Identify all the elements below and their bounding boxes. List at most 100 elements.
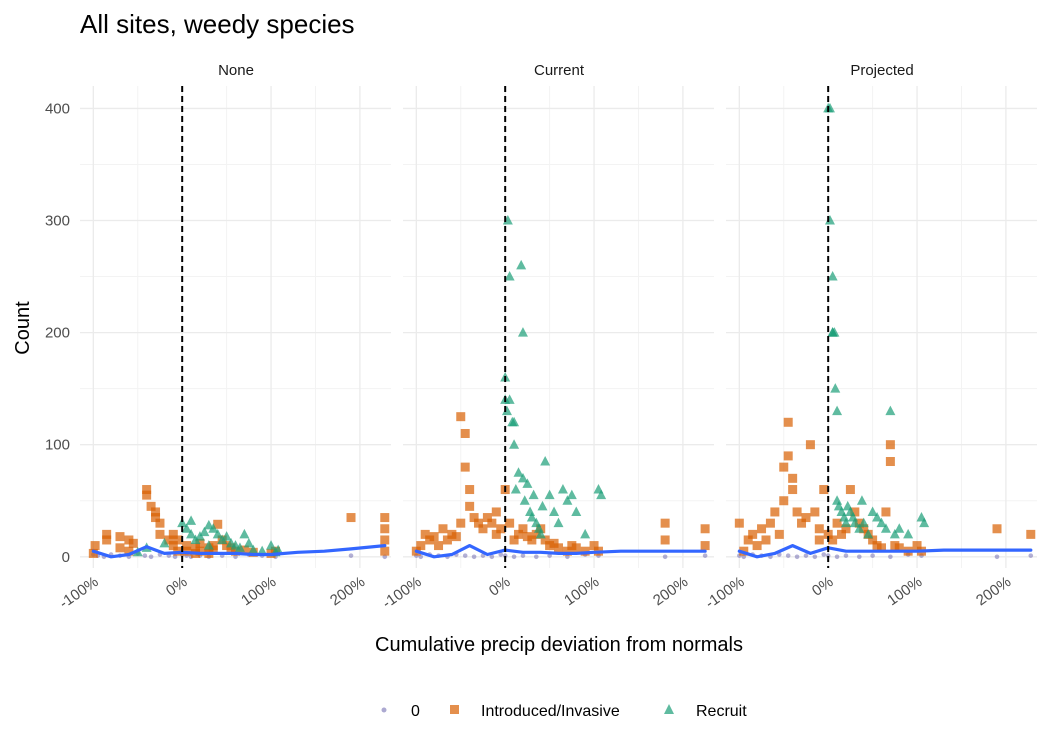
x-tick-label: 0% xyxy=(809,573,837,599)
point-invasive xyxy=(102,529,112,539)
point-invasive xyxy=(810,507,820,517)
point-recruit xyxy=(549,506,560,516)
point-invasive xyxy=(346,513,356,523)
point-invasive xyxy=(469,513,479,523)
point-invasive xyxy=(779,496,789,506)
point-invasive xyxy=(801,513,811,523)
smooth-line xyxy=(91,543,387,559)
point-invasive xyxy=(151,507,161,517)
panel-projected-x-ticks: -100% 0% 100% 200% xyxy=(702,573,1014,612)
legend-recruit-key xyxy=(664,704,674,714)
point-zero xyxy=(533,554,539,560)
point-recruit xyxy=(827,271,838,281)
point-invasive xyxy=(151,513,161,523)
x-tick-label: 0% xyxy=(163,573,191,599)
point-invasive xyxy=(819,485,829,495)
point-invasive xyxy=(380,524,390,534)
point-invasive xyxy=(700,541,710,551)
point-zero xyxy=(794,554,800,560)
point-zero xyxy=(994,554,1000,560)
point-invasive xyxy=(788,473,798,483)
point-invasive xyxy=(491,529,501,539)
point-invasive xyxy=(239,545,249,555)
point-invasive xyxy=(518,524,528,534)
point-recruit xyxy=(519,495,530,505)
point-zero xyxy=(489,554,495,560)
point-recruit xyxy=(234,542,245,552)
legend-invasive-label: Introduced/Invasive xyxy=(481,703,620,720)
point-invasive xyxy=(850,507,860,517)
point-invasive xyxy=(854,518,864,528)
point-zero xyxy=(520,553,526,558)
point-invasive xyxy=(868,535,878,545)
point-zero xyxy=(825,553,831,558)
point-invasive xyxy=(434,541,444,551)
point-invasive xyxy=(788,485,798,495)
point-invasive xyxy=(894,543,904,553)
point-invasive xyxy=(102,535,112,545)
x-tick-label: 100% xyxy=(884,573,925,609)
point-invasive xyxy=(124,546,134,556)
legend: 0 Introduced/Invasive Recruit xyxy=(381,703,747,720)
point-invasive xyxy=(571,543,581,553)
panel-current-strip-label: Current xyxy=(534,62,585,79)
panel-none-x-ticks: -100% 0% 100% 200% xyxy=(56,573,368,612)
x-tick-label: 0% xyxy=(486,573,514,599)
x-tick-label: -100% xyxy=(56,573,101,612)
point-recruit xyxy=(863,528,874,539)
point-zero xyxy=(662,554,668,560)
point-invasive xyxy=(554,543,563,553)
point-invasive xyxy=(155,529,165,539)
point-zero xyxy=(821,552,827,557)
y-axis-ticks: 0 100 200 300 400 xyxy=(45,100,70,565)
point-recruit xyxy=(824,215,835,225)
point-invasive xyxy=(805,440,815,450)
point-invasive xyxy=(885,457,895,467)
point-recruit xyxy=(517,472,528,483)
point-invasive xyxy=(814,524,824,534)
point-invasive xyxy=(380,513,390,523)
point-recruit xyxy=(186,515,197,525)
point-invasive xyxy=(442,535,452,545)
point-invasive xyxy=(580,546,590,556)
x-tick-label: 100% xyxy=(561,573,602,609)
point-zero xyxy=(856,554,862,560)
point-invasive xyxy=(748,529,758,539)
panel-current-points xyxy=(411,215,710,560)
point-invasive xyxy=(797,518,807,528)
point-invasive xyxy=(182,541,192,551)
point-invasive xyxy=(460,462,470,472)
point-invasive xyxy=(451,532,461,542)
panel-projected-grid xyxy=(726,86,1037,568)
point-invasive xyxy=(465,501,475,511)
panel-projected-smooth xyxy=(737,86,1033,568)
point-zero xyxy=(502,553,508,558)
point-recruit xyxy=(509,416,520,427)
point-invasive xyxy=(792,507,802,517)
point-recruit xyxy=(919,517,930,528)
point-zero xyxy=(888,554,893,560)
point-recruit xyxy=(858,517,869,528)
point-invasive xyxy=(380,546,390,556)
x-tick-label: -100% xyxy=(702,573,747,612)
point-invasive xyxy=(783,417,793,427)
point-invasive xyxy=(992,524,1002,534)
point-recruit xyxy=(517,327,528,337)
point-invasive xyxy=(514,529,524,539)
point-zero xyxy=(148,554,154,560)
legend-invasive-key xyxy=(450,705,459,714)
point-invasive xyxy=(142,485,152,495)
point-zero xyxy=(142,553,148,558)
point-invasive xyxy=(757,524,767,534)
point-recruit xyxy=(181,523,192,533)
point-recruit xyxy=(829,327,840,337)
point-recruit xyxy=(243,537,254,548)
panel-current-grid xyxy=(403,86,714,568)
point-recruit xyxy=(894,523,905,533)
point-invasive xyxy=(589,541,599,551)
point-invasive xyxy=(828,535,838,545)
point-recruit xyxy=(830,383,841,393)
point-recruit xyxy=(528,489,539,500)
point-recruit xyxy=(903,528,914,539)
panel-current-x-ticks: -100% 0% 100% 200% xyxy=(379,573,691,612)
